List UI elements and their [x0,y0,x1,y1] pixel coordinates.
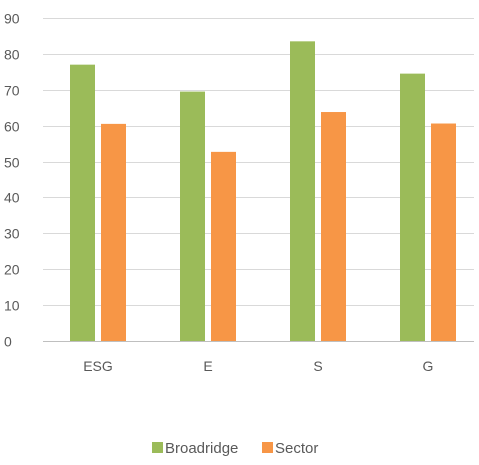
bar-broadridge-g [400,73,425,341]
bars [70,41,456,342]
bar-sector-s [321,112,346,341]
legend-label-broadridge: Broadridge [165,440,238,457]
legend: Broadridge Sector [152,440,318,457]
bar-sector-e [211,151,236,341]
y-tick-label: 90 [4,11,20,27]
y-tick-label: 80 [4,47,20,63]
x-tick-label: G [423,358,434,374]
y-tick-label: 70 [4,83,20,99]
bar-sector-g [431,123,456,341]
y-tick-label: 20 [4,262,20,278]
bar-sector-esg [101,123,126,341]
bar-broadridge-esg [70,64,95,342]
y-tick-label: 0 [4,334,12,350]
x-tick-label: S [313,358,322,374]
y-tick-label: 40 [4,190,20,206]
x-tick-label: E [203,358,212,374]
y-tick-label: 10 [4,298,20,314]
legend-swatch-sector [262,442,273,453]
y-tick-label: 30 [4,226,20,242]
y-tick-label: 60 [4,119,20,135]
y-axis-tick-labels: 0 10 20 30 40 50 60 70 80 90 [4,11,20,350]
x-axis-tick-labels: ESG E S G [83,358,433,374]
bar-broadridge-e [180,91,205,341]
legend-label-sector: Sector [275,440,318,457]
y-tick-label: 50 [4,155,20,171]
legend-swatch-broadridge [152,442,163,453]
x-tick-label: ESG [83,358,113,374]
bar-broadridge-s [290,41,315,341]
